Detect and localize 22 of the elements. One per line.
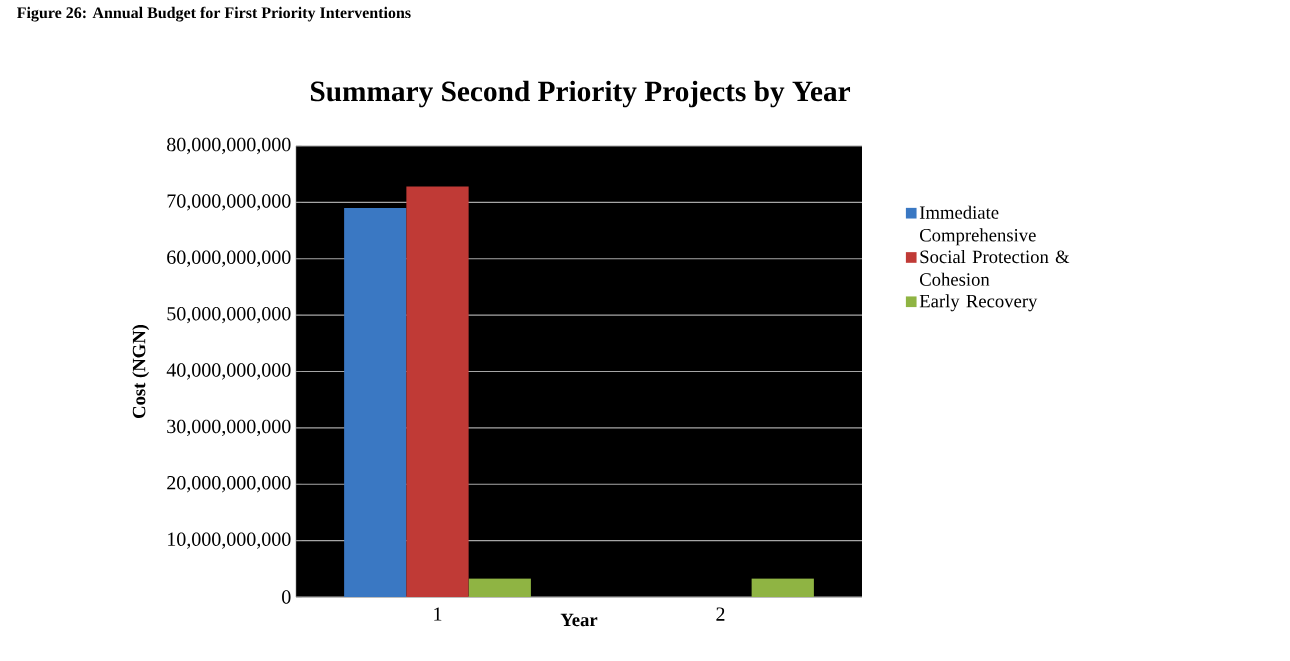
legend-label: Social Protection & Cohesion: [920, 249, 1070, 286]
y-tick-label: 0: [282, 590, 291, 604]
caption: Figure 26: Annual Budget for First Priority Interventions: [17, 6, 411, 22]
chart-title: Summary Second Priority Projects by Year: [310, 80, 851, 108]
bar: [468, 578, 531, 597]
x-tick-label: 2: [716, 607, 725, 621]
bar: [751, 578, 814, 597]
x-tick-label: 1: [434, 607, 442, 621]
y-tick-label: 60,000,000,000: [167, 250, 291, 267]
legend-label: Immediate Comprehensive: [919, 205, 1036, 246]
y-tick-label: 40,000,000,000: [166, 363, 291, 380]
y-tick-label: 30,000,000,000: [167, 419, 291, 437]
y-tick-label: 20,000,000,000: [167, 476, 291, 493]
y-tick-label: 70,000,000,000: [167, 194, 291, 211]
y-axis-title: Cost (NGN): [132, 324, 150, 419]
y-tick-label: 50,000,000,000: [167, 306, 291, 324]
bar: [406, 186, 469, 597]
y-tick-label: 80,000,000,000: [167, 137, 291, 155]
y-tick-label: 10,000,000,000: [168, 532, 291, 549]
legend-label: Early Recovery: [919, 294, 1038, 312]
bar: [344, 208, 407, 597]
x-axis-title: Year: [560, 613, 598, 627]
